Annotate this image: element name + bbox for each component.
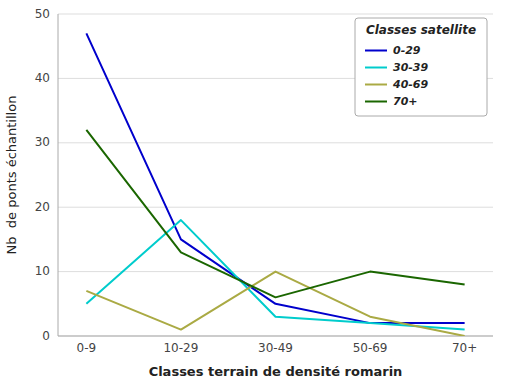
grid-line [58, 336, 493, 337]
y-tick-label: 50 [35, 7, 50, 21]
legend-label: 40-69 [392, 78, 429, 91]
legend-swatch [365, 101, 387, 103]
x-tick-label: 30-49 [258, 341, 293, 355]
y-tick-label: 30 [35, 135, 50, 149]
plot-area [86, 33, 464, 336]
x-tick-label: 0-9 [77, 341, 97, 355]
legend-label: 30-39 [393, 61, 429, 74]
x-tick-label: 10-29 [163, 341, 198, 355]
grid-line [58, 14, 493, 15]
legend-title: Classes satellite [366, 23, 476, 37]
chart: 010203040500-910-2930-4950-6970+Classes … [0, 0, 507, 388]
series-line [86, 272, 464, 336]
y-tick-label: 10 [35, 264, 50, 278]
legend-label: 70+ [393, 95, 418, 108]
x-tick-label: 70+ [452, 341, 477, 355]
legend-box [355, 18, 487, 116]
x-axis-label: Classes terrain de densité romarin [149, 364, 403, 379]
grid-line [58, 142, 493, 143]
y-axis-label: Nb de ponts échantillon [4, 96, 19, 255]
y-axis-line [58, 14, 59, 336]
legend: Classes satellite 0-29 30-39 40-69 70+ [355, 18, 487, 116]
x-tick-label: 50-69 [353, 341, 388, 355]
x-axis-line [58, 336, 493, 337]
legend-swatch [365, 67, 387, 69]
series-line [86, 130, 464, 297]
legend-swatch [365, 84, 387, 86]
y-tick-label: 40 [35, 71, 50, 85]
legend-swatch [365, 50, 387, 52]
legend-label: 0-29 [393, 44, 421, 57]
y-tick-label: 0 [42, 329, 50, 343]
series-line [86, 33, 464, 323]
y-tick-label: 20 [35, 200, 50, 214]
grid-line [58, 207, 493, 208]
